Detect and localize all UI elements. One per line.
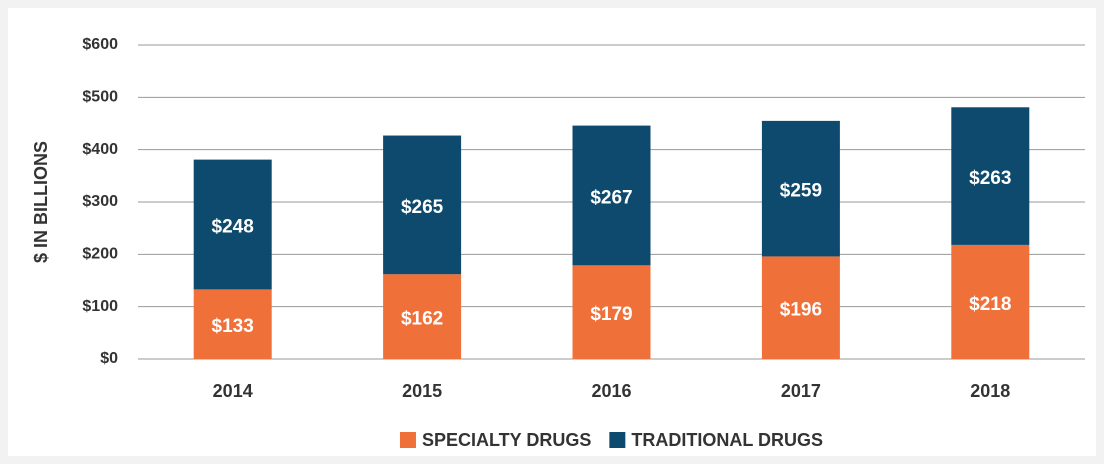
bar-segment [193,159,272,290]
y-axis-label: $ IN BILLIONS [31,141,51,263]
y-tick-label: $600 [82,36,118,53]
bar-segment [951,107,1030,245]
bar-segment [761,256,840,359]
legend-swatch [609,432,626,448]
y-tick-label: $400 [82,141,118,158]
bar-segment [951,244,1030,359]
legend-label: TRADITIONAL DRUGS [631,430,823,450]
panel [8,8,1096,456]
bar-segment [572,265,651,359]
bar-segment [383,274,462,359]
bar-segment [383,135,462,275]
y-tick-label: $0 [100,350,118,367]
value-label: $196 [780,300,822,321]
y-tick-label: $200 [82,246,118,263]
bar-segment [761,120,840,257]
x-tick-label: 2016 [591,381,631,401]
value-label: $263 [969,168,1011,189]
bar-segment [193,289,272,359]
value-label: $259 [780,181,822,202]
value-label: $179 [590,304,632,325]
y-tick-label: $300 [82,193,118,210]
x-tick-label: 2018 [970,381,1010,401]
x-tick-label: 2017 [781,381,821,401]
legend-swatch [399,432,416,448]
value-label: $218 [969,294,1011,315]
bar-segment [572,125,651,266]
value-label: $162 [401,309,443,330]
x-tick-label: 2015 [402,381,442,401]
value-label: $248 [212,217,254,238]
y-tick-label: $100 [82,298,118,315]
legend-label: SPECIALTY DRUGS [422,430,591,450]
y-tick-label: $500 [82,89,118,106]
x-tick-label: 2014 [213,381,253,401]
value-label: $265 [401,197,444,218]
value-label: $133 [212,316,254,337]
value-label: $267 [590,187,632,208]
